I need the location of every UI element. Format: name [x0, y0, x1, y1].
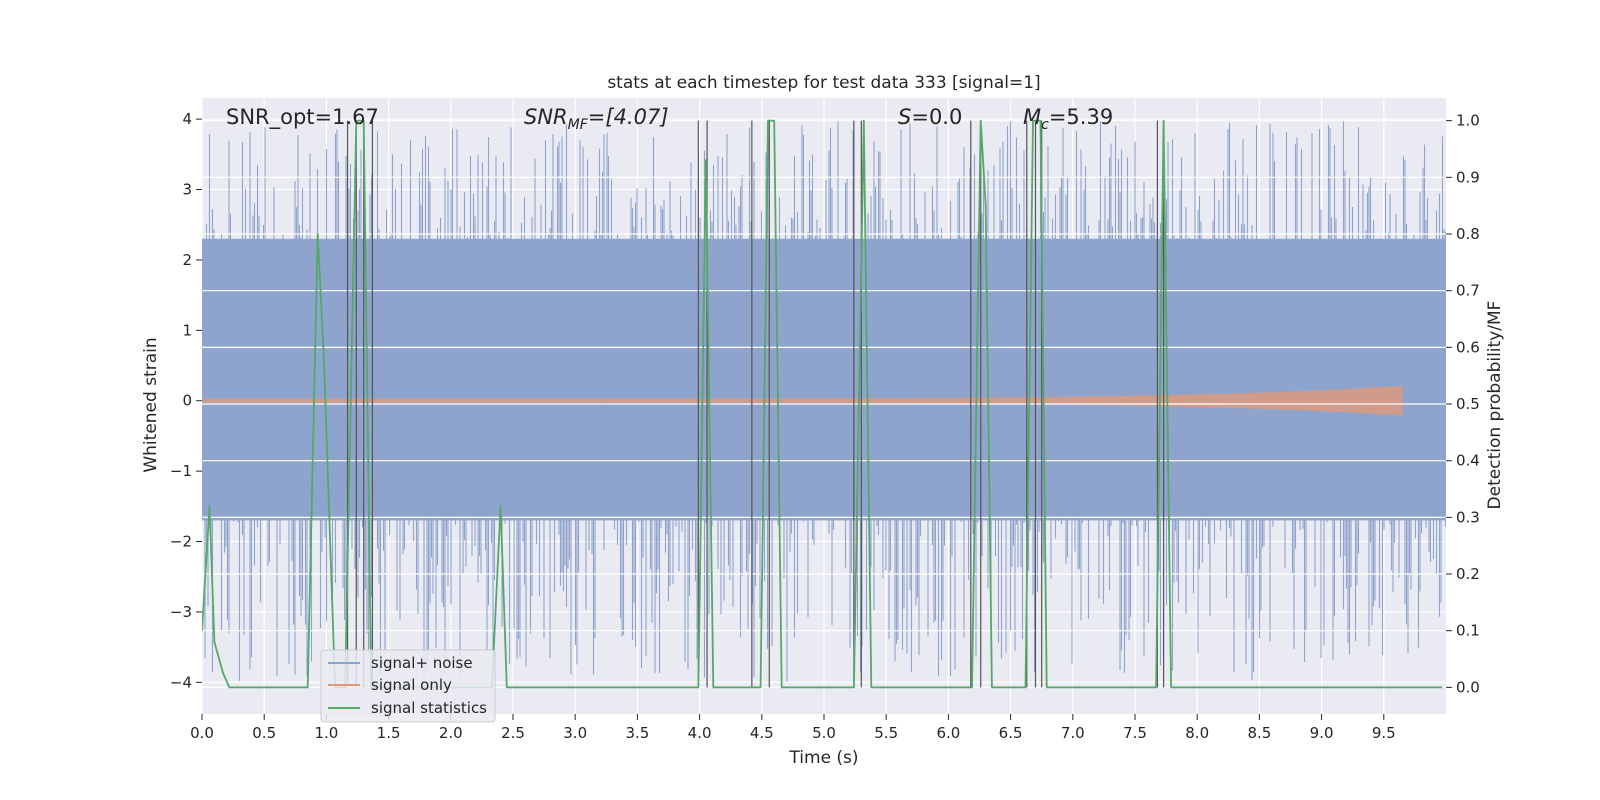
y-tick-label: −1	[170, 462, 192, 480]
x-tick-label: 7.0	[1061, 724, 1085, 742]
annotation-snr-mf-symbol: SNR	[524, 105, 568, 129]
x-tick-label: 7.5	[1123, 724, 1147, 742]
annotation-snr-opt: SNR_opt=1.67	[226, 105, 379, 130]
y-axis-label: Whitened strain	[141, 337, 161, 472]
right-axis-ticks: 1.0 0.9 0.8 0.7 0.6 0.5 0.4 0.3 0.2 0.1 0.0	[1446, 112, 1480, 696]
signal-noise-series	[202, 119, 1446, 682]
x-tick-label: 2.5	[501, 724, 525, 742]
signal-statistics-series	[202, 119, 1443, 689]
annotation-s: S=0.0	[898, 105, 962, 129]
right-tick-label: 0.1	[1456, 622, 1480, 640]
y-tick-label: −2	[170, 533, 192, 551]
x-tick-label: 2.0	[439, 724, 463, 742]
x-tick-label: 3.0	[563, 724, 587, 742]
right-tick-label: 0.8	[1456, 225, 1480, 243]
x-tick-label: 4.0	[688, 724, 712, 742]
signal-only-line	[202, 385, 1403, 416]
y-tick-label: 2	[182, 251, 192, 269]
legend-label-signal-statistics: signal statistics	[371, 699, 487, 717]
x-tick-label: 9.5	[1372, 724, 1396, 742]
x-tick-label: 6.5	[999, 724, 1023, 742]
signal-only-series	[202, 385, 1403, 416]
legend-box	[320, 649, 496, 723]
legend: signal+ noise signal only signal statist…	[320, 649, 496, 723]
right-tick-label: 0.7	[1456, 282, 1480, 300]
right-tick-label: 0.9	[1456, 168, 1480, 186]
x-tick-label: 8.5	[1247, 724, 1271, 742]
right-tick-label: 1.0	[1456, 112, 1480, 130]
y-tick-label: −3	[170, 603, 192, 621]
x-tick-label: 0.0	[190, 724, 214, 742]
annotation-mc-value: =5.39	[1049, 105, 1113, 129]
x-tick-label: 1.0	[314, 724, 338, 742]
chart-title: stats at each timestep for test data 333…	[607, 73, 1040, 93]
y-tick-label: 0	[182, 392, 192, 410]
x-tick-label: 8.0	[1185, 724, 1209, 742]
x-tick-label: 1.5	[377, 724, 401, 742]
y-right-axis-label: Detection probability/MF	[1485, 301, 1505, 510]
x-tick-label: 5.0	[812, 724, 836, 742]
right-tick-label: 0.0	[1456, 678, 1480, 696]
x-tick-label: 4.5	[750, 724, 774, 742]
y-axis-ticks: 4 3 2 1 0 −1 −2 −3 −4	[170, 110, 202, 691]
annotation-s-symbol: S	[898, 105, 911, 129]
right-tick-label: 0.3	[1456, 508, 1480, 526]
right-tick-label: 0.6	[1456, 338, 1480, 356]
right-grid-lines	[202, 120, 1446, 688]
annotation-mc-symbol: M	[1023, 105, 1041, 129]
signal-statistics-line	[202, 119, 1443, 689]
x-tick-label: 6.0	[936, 724, 960, 742]
y-tick-label: 3	[182, 181, 192, 199]
annotation-snr-mf-subscript: MF	[568, 117, 589, 133]
right-tick-label: 0.2	[1456, 565, 1480, 583]
x-tick-label: 9.0	[1310, 724, 1334, 742]
annotation-snr-mf-value: =[4.07]	[588, 105, 669, 129]
x-tick-label: 5.5	[874, 724, 898, 742]
y-tick-label: 1	[182, 321, 192, 339]
annotation-mc-subscript: c	[1041, 117, 1049, 133]
y-tick-label: −4	[170, 673, 192, 691]
y-tick-label: 4	[182, 110, 192, 128]
annotation-mc: Mc=5.39	[1023, 105, 1113, 133]
annotation-s-value: =0.0	[911, 105, 962, 129]
x-tick-label: 3.5	[625, 724, 649, 742]
x-tick-label: 0.5	[252, 724, 276, 742]
legend-label-signal-only: signal only	[371, 676, 452, 694]
legend-label-signal-noise: signal+ noise	[371, 654, 473, 672]
x-axis-label: Time (s)	[788, 748, 858, 768]
right-tick-label: 0.4	[1456, 452, 1480, 470]
right-tick-label: 0.5	[1456, 395, 1480, 413]
annotation-snr-mf: SNRMF=[4.07]	[524, 105, 669, 133]
x-axis-ticks: 0.0 0.5 1.0 1.5 2.0 2.5 3.0 3.5 4.0 4.5 5.0 5.5 6.0 6…	[190, 714, 1396, 742]
